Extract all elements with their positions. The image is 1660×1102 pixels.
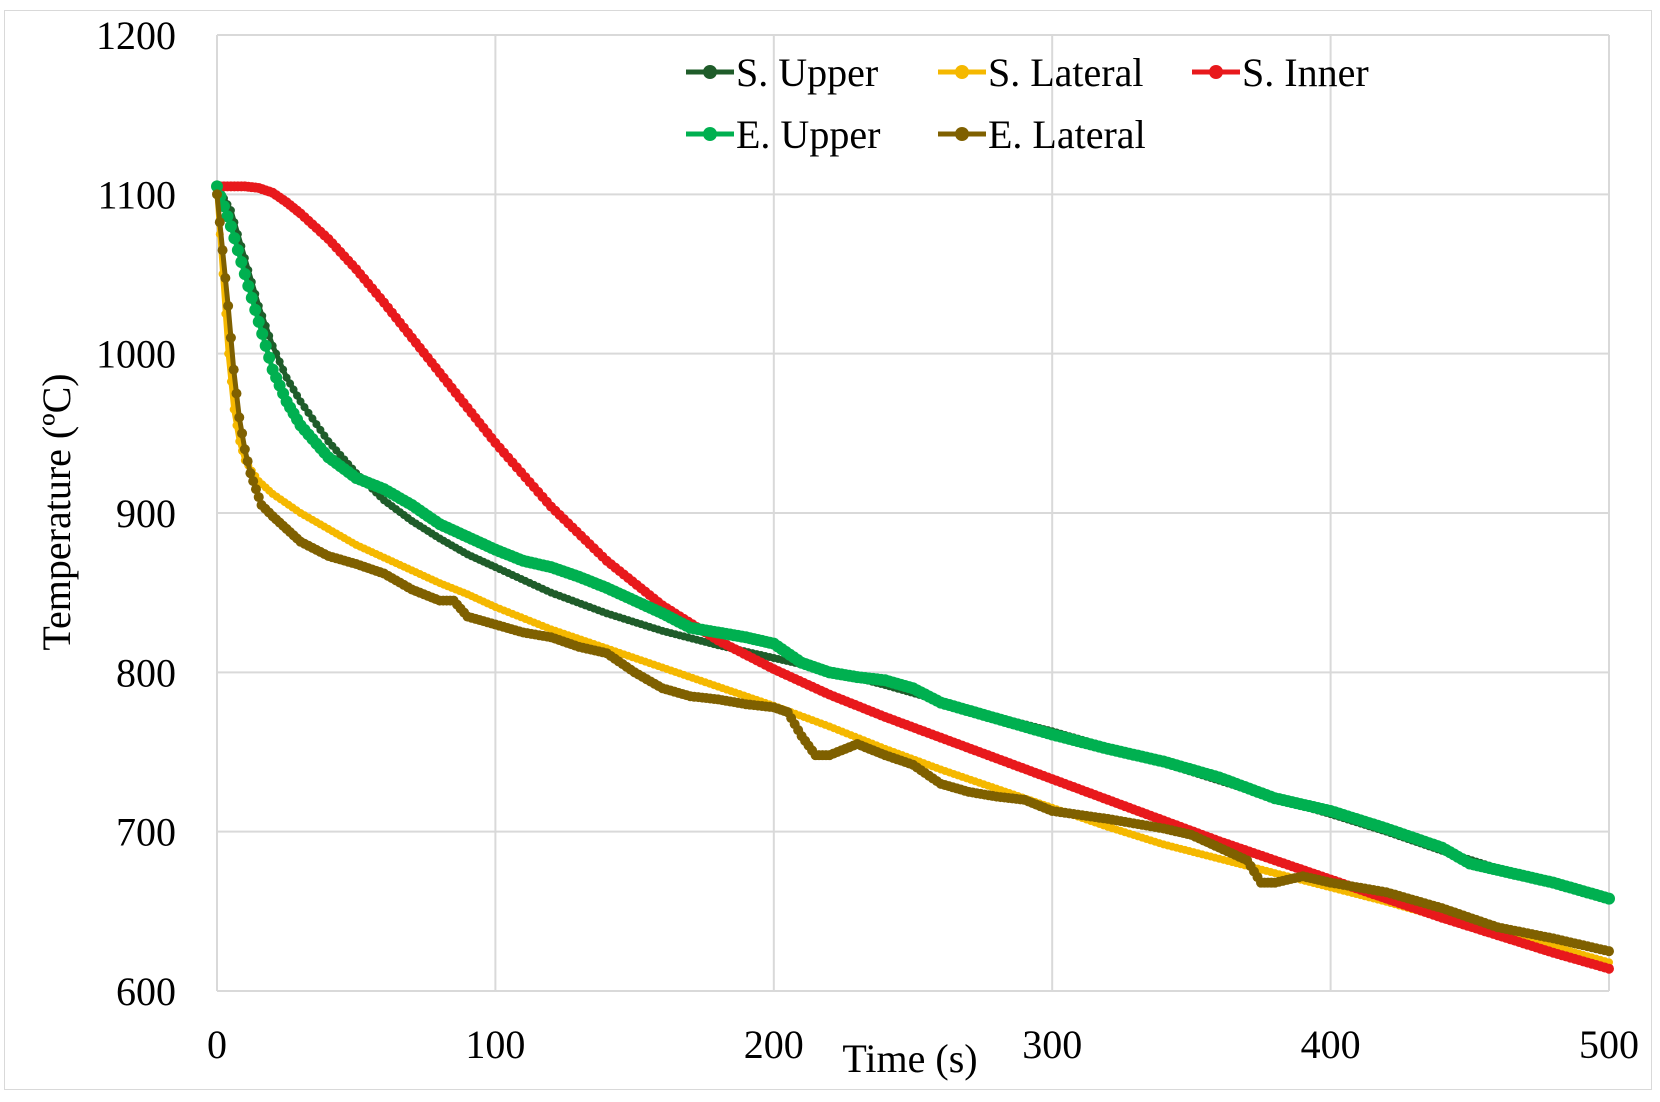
x-tick-label: 400 (1301, 1022, 1361, 1067)
y-tick-label: 1200 (96, 13, 176, 58)
data-point (289, 385, 298, 394)
legend-marker (703, 127, 717, 141)
x-tick-label: 200 (744, 1022, 804, 1067)
data-point (304, 408, 313, 417)
legend-item: E. Lateral (938, 112, 1146, 157)
y-tick-label: 900 (116, 491, 176, 536)
data-point (252, 315, 265, 328)
x-axis-label: Time (s) (842, 1036, 977, 1081)
data-point (239, 444, 250, 455)
data-point (263, 351, 276, 364)
data-point (293, 391, 302, 400)
series-line-e-upper (214, 183, 1612, 902)
data-point (217, 245, 228, 256)
data-point (1604, 963, 1614, 974)
data-point (223, 300, 234, 311)
legend-item: E. Upper (686, 112, 880, 157)
legend-label: E. Upper (736, 112, 880, 157)
data-point (221, 210, 234, 223)
data-point (228, 364, 239, 375)
data-point (249, 303, 262, 316)
data-point (259, 339, 272, 352)
legend: S. Upper S. Lateral S. Inner E. Upper E. Lat… (686, 50, 1369, 157)
data-point (214, 217, 225, 228)
data-point (234, 412, 245, 423)
y-tick-label: 1100 (97, 172, 176, 217)
series-s-upper (213, 182, 1613, 905)
data-point (250, 484, 261, 495)
legend-label: S. Inner (1242, 50, 1369, 95)
data-point (245, 468, 256, 479)
y-tick-label: 600 (116, 969, 176, 1014)
data-point (212, 189, 222, 200)
legend-item: S. Lateral (938, 50, 1144, 95)
data-point (312, 420, 321, 429)
data-point (237, 428, 248, 439)
data-point (282, 373, 291, 382)
legend-item: S. Upper (686, 50, 878, 95)
series-e-upper (211, 180, 1615, 905)
data-point (279, 365, 288, 374)
legend-label: E. Lateral (988, 112, 1146, 157)
legend-marker (955, 65, 969, 79)
x-tick-label: 100 (465, 1022, 525, 1067)
chart-frame (4, 10, 1652, 1090)
data-point (238, 268, 251, 280)
x-tick-label: 0 (207, 1022, 227, 1067)
data-point (300, 403, 309, 412)
data-point (211, 180, 223, 193)
series-e-lateral (212, 189, 1614, 957)
data-point (228, 232, 241, 245)
data-point (286, 379, 295, 388)
x-tick-labels: 0 100 200 300 400 500 (207, 1022, 1639, 1067)
y-tick-labels: 600 700 800 900 1000 1100 1200 (96, 13, 176, 1014)
legend-marker (955, 127, 969, 141)
data-point (220, 272, 231, 283)
grid-lines (216, 34, 1610, 992)
data-point (225, 332, 236, 343)
data-point (308, 414, 317, 423)
legend-marker (1209, 65, 1223, 79)
series-line-s-upper (214, 183, 1612, 903)
data-point (245, 291, 258, 304)
y-tick-label: 800 (116, 650, 176, 695)
data-point (242, 279, 255, 292)
data-point (224, 220, 237, 233)
legend-item: S. Inner (1192, 50, 1369, 95)
y-axis-label: Temperature (ºC) (34, 373, 79, 650)
series-s-lateral (213, 190, 1613, 967)
legend-label: S. Upper (736, 50, 878, 95)
data-point (231, 388, 242, 399)
data-point (242, 456, 253, 467)
data-point (248, 476, 259, 487)
data-point (296, 397, 305, 406)
data-point (253, 492, 264, 503)
data-point (275, 357, 284, 366)
data-point (1604, 946, 1614, 957)
data-point (320, 431, 329, 440)
x-tick-label: 500 (1579, 1022, 1639, 1067)
legend-label: S. Lateral (988, 50, 1144, 95)
y-tick-label: 700 (116, 810, 176, 855)
data-point (1603, 892, 1615, 905)
data-point (316, 425, 325, 434)
data-point (235, 256, 248, 269)
legend-marker (703, 65, 717, 79)
x-tick-label: 300 (1022, 1022, 1082, 1067)
series-layer (211, 180, 1615, 974)
data-point (231, 244, 244, 257)
data-point (256, 327, 269, 340)
y-tick-label: 1000 (96, 332, 176, 377)
